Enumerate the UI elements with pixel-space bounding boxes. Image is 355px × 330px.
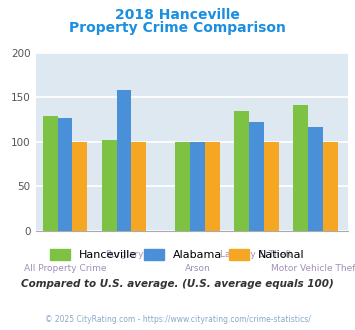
Text: Compared to U.S. average. (U.S. average equals 100): Compared to U.S. average. (U.S. average … xyxy=(21,279,334,289)
Bar xyxy=(205,142,220,231)
Bar xyxy=(72,142,87,231)
Bar xyxy=(175,142,190,231)
Bar xyxy=(323,142,338,231)
Bar xyxy=(264,142,279,231)
Text: Arson: Arson xyxy=(185,264,211,273)
Bar xyxy=(234,111,249,231)
Text: © 2025 CityRating.com - https://www.cityrating.com/crime-statistics/: © 2025 CityRating.com - https://www.city… xyxy=(45,315,310,324)
Text: Larceny & Theft: Larceny & Theft xyxy=(220,250,293,259)
Bar xyxy=(293,105,308,231)
Bar xyxy=(190,142,205,231)
Bar xyxy=(43,116,58,231)
Text: All Property Crime: All Property Crime xyxy=(24,264,106,273)
Bar xyxy=(58,118,72,231)
Text: Motor Vehicle Theft: Motor Vehicle Theft xyxy=(272,264,355,273)
Text: Burglary: Burglary xyxy=(105,250,143,259)
Bar xyxy=(131,142,146,231)
Bar xyxy=(116,90,131,231)
Legend: Hanceville, Alabama, National: Hanceville, Alabama, National xyxy=(46,245,309,265)
Text: 2018 Hanceville: 2018 Hanceville xyxy=(115,8,240,22)
Bar xyxy=(249,122,264,231)
Bar xyxy=(102,140,116,231)
Text: Property Crime Comparison: Property Crime Comparison xyxy=(69,21,286,35)
Bar xyxy=(308,127,323,231)
